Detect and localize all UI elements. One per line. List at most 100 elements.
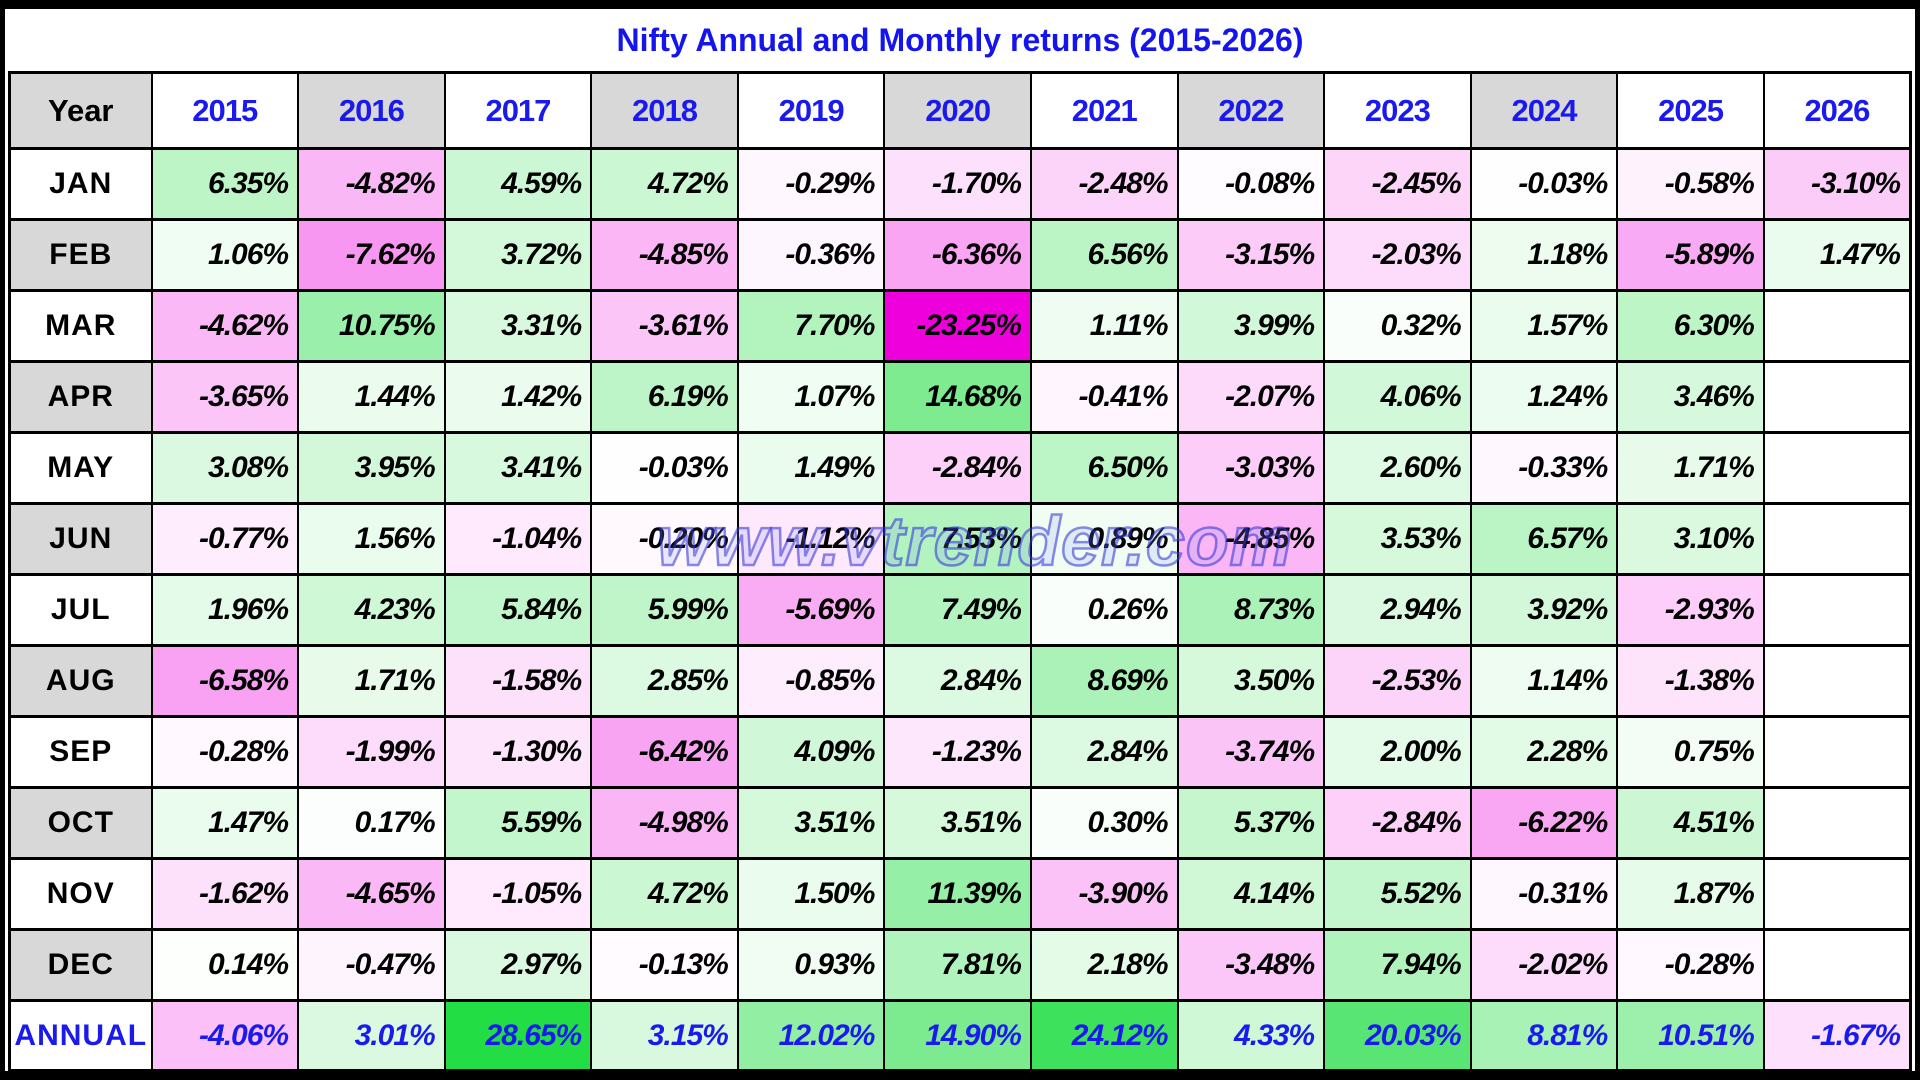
cell-feb-2024: 1.18%	[1469, 218, 1619, 292]
col-header-2018: 2018	[590, 71, 739, 150]
row-label-feb: FEB	[8, 218, 153, 292]
cell-oct-2024: -6.22%	[1469, 786, 1619, 860]
cell-sep-2022: -3.74%	[1176, 715, 1326, 789]
cell-jun-2022: -4.85%	[1176, 502, 1326, 576]
cell-may-2017: 3.41%	[443, 431, 593, 505]
cell-annual-2022: 4.33%	[1176, 999, 1326, 1072]
cell-jun-2024: 6.57%	[1469, 502, 1619, 576]
cell-apr-2023: 4.06%	[1323, 360, 1472, 434]
cell-annual-2026: -1.67%	[1762, 999, 1912, 1072]
cell-nov-2015: -1.62%	[150, 857, 300, 931]
cell-feb-2025: -5.89%	[1616, 218, 1765, 292]
table-row-aug: AUG -6.58% 1.71% -1.58% 2.85% -0.85% 2.84% 8.69…	[8, 644, 1912, 718]
row-label-mar: MAR	[8, 289, 153, 363]
cell-aug-2016: 1.71%	[297, 644, 446, 718]
cell-sep-2015: -0.28%	[150, 715, 300, 789]
cell-jan-2020: -1.70%	[883, 147, 1032, 221]
cell-jan-2016: -4.82%	[297, 147, 446, 221]
cell-sep-2023: 2.00%	[1323, 715, 1472, 789]
table-row-jul: JUL 1.96% 4.23% 5.84% 5.99% -5.69% 7.49% 0.26% 8…	[8, 573, 1912, 647]
cell-oct-2017: 5.59%	[443, 786, 593, 860]
cell-feb-2015: 1.06%	[150, 218, 300, 292]
cell-apr-2018: 6.19%	[590, 360, 739, 434]
col-header-2016: 2016	[297, 71, 446, 150]
cell-feb-2023: -2.03%	[1323, 218, 1472, 292]
row-label-sep: SEP	[8, 715, 153, 789]
cell-sep-2020: -1.23%	[883, 715, 1032, 789]
cell-jul-2015: 1.96%	[150, 573, 300, 647]
table-row-sep: SEP -0.28% -1.99% -1.30% -6.42% 4.09% -1.23% 2.…	[8, 715, 1912, 789]
cell-mar-2023: 0.32%	[1323, 289, 1472, 363]
cell-may-2024: -0.33%	[1469, 431, 1619, 505]
cell-annual-2015: -4.06%	[150, 999, 300, 1072]
cell-jun-2021: 0.89%	[1029, 502, 1179, 576]
cell-dec-2026	[1762, 928, 1912, 1002]
cell-may-2021: 6.50%	[1029, 431, 1179, 505]
cell-may-2020: -2.84%	[883, 431, 1032, 505]
cell-jul-2024: 3.92%	[1469, 573, 1619, 647]
cell-sep-2026	[1762, 715, 1912, 789]
cell-oct-2020: 3.51%	[883, 786, 1032, 860]
corner-header-year: Year	[8, 71, 153, 150]
cell-aug-2024: 1.14%	[1469, 644, 1619, 718]
cell-jul-2020: 7.49%	[883, 573, 1032, 647]
cell-oct-2023: -2.84%	[1323, 786, 1472, 860]
cell-apr-2017: 1.42%	[443, 360, 593, 434]
col-header-2022: 2022	[1176, 71, 1326, 150]
cell-apr-2024: 1.24%	[1469, 360, 1619, 434]
cell-jul-2026	[1762, 573, 1912, 647]
cell-nov-2024: -0.31%	[1469, 857, 1619, 931]
cell-apr-2015: -3.65%	[150, 360, 300, 434]
table-body: JAN 6.35% -4.82% 4.59% 4.72% -0.29% -1.70% -2.4…	[8, 147, 1912, 1072]
cell-feb-2020: -6.36%	[883, 218, 1032, 292]
cell-apr-2022: -2.07%	[1176, 360, 1326, 434]
cell-mar-2021: 1.11%	[1029, 289, 1179, 363]
cell-feb-2016: -7.62%	[297, 218, 446, 292]
row-label-aug: AUG	[8, 644, 153, 718]
cell-aug-2023: -2.53%	[1323, 644, 1472, 718]
cell-jan-2025: -0.58%	[1616, 147, 1765, 221]
cell-apr-2025: 3.46%	[1616, 360, 1765, 434]
cell-jun-2016: 1.56%	[297, 502, 446, 576]
cell-mar-2024: 1.57%	[1469, 289, 1619, 363]
title-band: Nifty Annual and Monthly returns (2015-2…	[5, 9, 1915, 71]
cell-mar-2020: -23.25%	[883, 289, 1032, 363]
cell-jun-2023: 3.53%	[1323, 502, 1472, 576]
returns-table: Year 2015 2016 2017 2018 2019 2020 2021 2022 2023…	[8, 71, 1912, 1072]
cell-oct-2015: 1.47%	[150, 786, 300, 860]
cell-apr-2019: 1.07%	[736, 360, 886, 434]
row-label-jul: JUL	[8, 573, 153, 647]
table-header: Year 2015 2016 2017 2018 2019 2020 2021 2022 2023…	[8, 71, 1912, 150]
cell-dec-2017: 2.97%	[443, 928, 593, 1002]
cell-jan-2018: 4.72%	[590, 147, 739, 221]
cell-oct-2018: -4.98%	[590, 786, 739, 860]
cell-feb-2017: 3.72%	[443, 218, 593, 292]
cell-mar-2026	[1762, 289, 1912, 363]
cell-annual-2025: 10.51%	[1616, 999, 1765, 1072]
cell-nov-2025: 1.87%	[1616, 857, 1765, 931]
cell-annual-2016: 3.01%	[297, 999, 446, 1072]
cell-annual-2023: 20.03%	[1323, 999, 1472, 1072]
cell-aug-2019: -0.85%	[736, 644, 886, 718]
cell-aug-2017: -1.58%	[443, 644, 593, 718]
cell-mar-2025: 6.30%	[1616, 289, 1765, 363]
table-row-jan: JAN 6.35% -4.82% 4.59% 4.72% -0.29% -1.70% -2.4…	[8, 147, 1912, 221]
col-header-2019: 2019	[736, 71, 886, 150]
table-row-nov: NOV -1.62% -4.65% -1.05% 4.72% 1.50% 11.39% -3.…	[8, 857, 1912, 931]
table-row-may: MAY 3.08% 3.95% 3.41% -0.03% 1.49% -2.84% 6.50%…	[8, 431, 1912, 505]
page: Nifty Annual and Monthly returns (2015-2…	[5, 9, 1915, 1072]
cell-jul-2021: 0.26%	[1029, 573, 1179, 647]
cell-dec-2018: -0.13%	[590, 928, 739, 1002]
cell-annual-2024: 8.81%	[1469, 999, 1619, 1072]
cell-sep-2019: 4.09%	[736, 715, 886, 789]
cell-sep-2024: 2.28%	[1469, 715, 1619, 789]
cell-mar-2016: 10.75%	[297, 289, 446, 363]
cell-oct-2025: 4.51%	[1616, 786, 1765, 860]
cell-nov-2020: 11.39%	[883, 857, 1032, 931]
cell-may-2016: 3.95%	[297, 431, 446, 505]
cell-oct-2026	[1762, 786, 1912, 860]
col-header-2021: 2021	[1029, 71, 1179, 150]
cell-nov-2023: 5.52%	[1323, 857, 1472, 931]
cell-apr-2026	[1762, 360, 1912, 434]
cell-jul-2016: 4.23%	[297, 573, 446, 647]
